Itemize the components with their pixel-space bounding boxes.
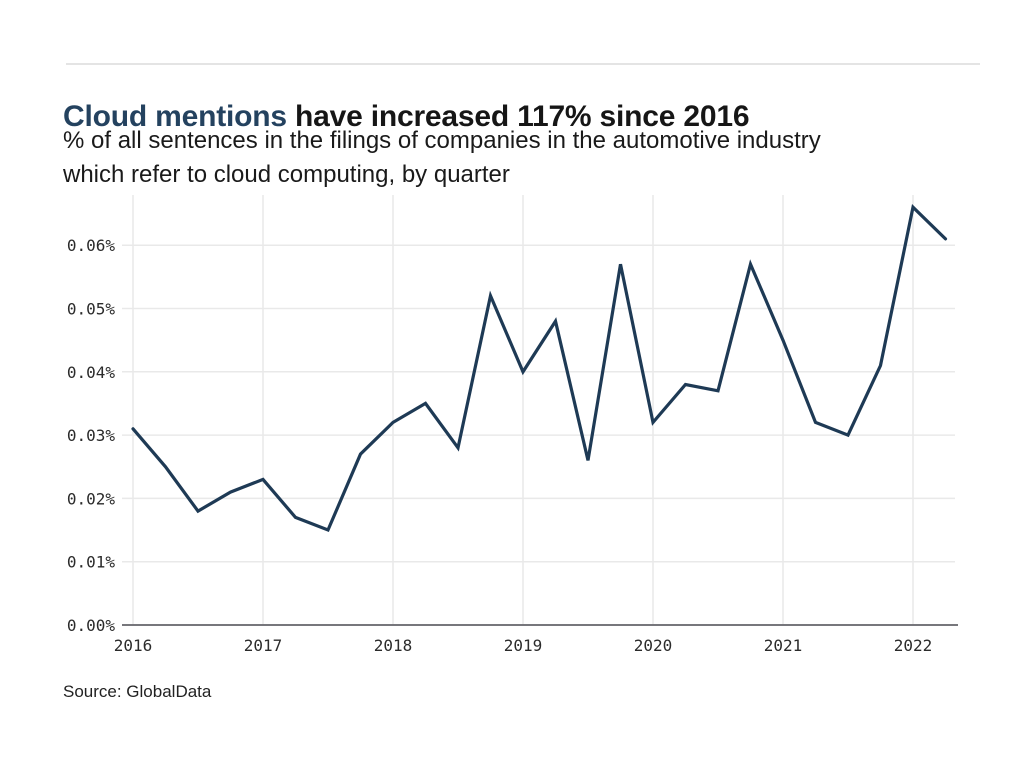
data-line-series [131,204,948,533]
x-tick-label: 2020 [634,636,673,655]
x-tick-label: 2019 [504,636,543,655]
title-rest: have increased 117% since 2016 [295,100,750,134]
y-tick-label: 0.04% [67,363,116,382]
y-tick-label: 0.05% [67,300,116,319]
x-tick-label: 2016 [114,636,153,655]
y-tick-label: 0.00% [67,616,116,635]
y-tick-label: 0.02% [67,489,116,508]
source-note: Source: GlobalData [63,682,212,701]
y-tick-label: 0.01% [67,553,116,572]
page-title: Cloud mentions have increased 117% since… [63,100,750,134]
y-tick-label: 0.06% [67,236,116,255]
chart-subtitle-line1: % of all sentences in the filings of com… [63,127,821,154]
title-highlight: Cloud mentions [63,100,287,134]
chart-subtitle-line2: which refer to cloud computing, by quart… [63,161,510,188]
x-tick-label: 2018 [374,636,413,655]
top-divider [66,63,980,65]
x-tick-label: 2021 [764,636,803,655]
x-tick-label: 2017 [244,636,283,655]
y-tick-label: 0.03% [67,426,116,445]
x-tick-label: 2022 [894,636,933,655]
chart-subtitle: % of all sentences in the filings of com… [63,124,821,192]
